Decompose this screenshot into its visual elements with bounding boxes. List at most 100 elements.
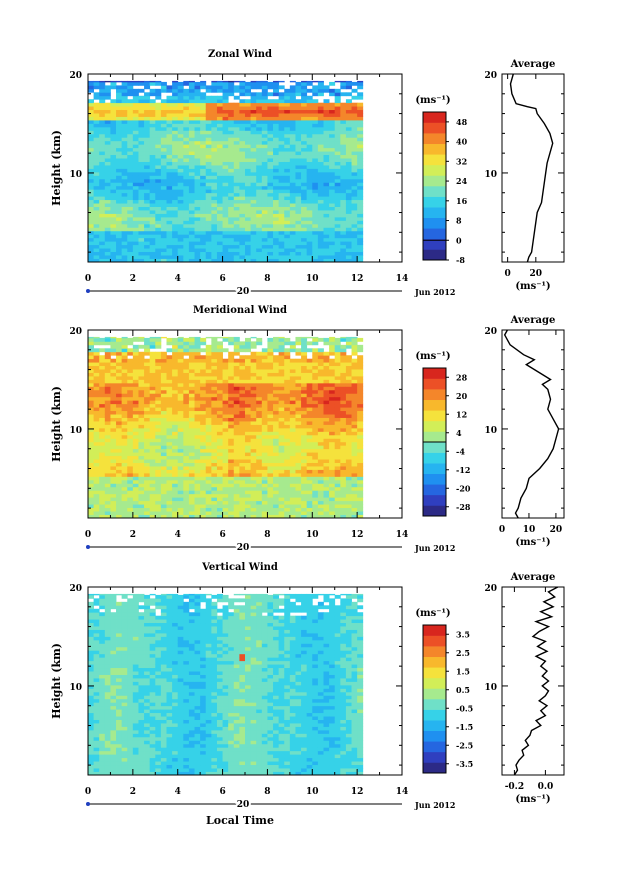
heatmap-cell (205, 372, 212, 377)
heatmap-cell (245, 410, 252, 415)
heatmap-cell (132, 237, 139, 242)
heatmap-cell (256, 365, 263, 370)
heatmap-cell (239, 462, 246, 467)
heatmap-cell (104, 486, 111, 491)
heatmap-cell (166, 102, 173, 107)
heatmap-cell (256, 410, 263, 415)
heatmap-cell (317, 244, 324, 249)
heatmap-cell (149, 123, 156, 128)
heatmap-cell (222, 448, 229, 453)
heatmap-cell (205, 472, 212, 477)
heatmap-cell (88, 448, 95, 453)
heatmap-cell (351, 126, 358, 131)
heatmap-cell (222, 427, 229, 432)
heatmap-cell (233, 199, 240, 204)
heatmap-cell (177, 396, 184, 401)
heatmap-cell (149, 403, 156, 408)
heatmap-cell (317, 427, 324, 432)
heatmap-cell (228, 358, 235, 363)
heatmap-cell (351, 248, 358, 253)
heatmap-cell (312, 185, 319, 190)
heatmap-cell (116, 400, 123, 405)
heatmap-cell (144, 109, 151, 114)
heatmap-cell (211, 379, 218, 384)
heatmap-cell (160, 251, 167, 256)
heatmap-cell (340, 400, 347, 405)
heatmap-cell (93, 336, 100, 339)
heatmap-cell (205, 438, 212, 443)
heatmap-cell (183, 497, 190, 502)
heatmap-cell (93, 410, 100, 415)
heatmap-cell (188, 196, 195, 201)
heatmap-cell (99, 497, 106, 502)
heatmap-cell (312, 452, 319, 457)
heatmap-cell (160, 490, 167, 495)
heatmap-cell (194, 497, 201, 502)
heatmap-cell (351, 95, 358, 100)
heatmap-cell (228, 400, 235, 405)
heatmap-cell (138, 372, 145, 377)
heatmap-cell (116, 158, 123, 162)
heatmap-cell (93, 251, 100, 256)
heatmap-cell (312, 147, 319, 152)
heatmap-cell (116, 199, 123, 204)
heatmap-cell (93, 414, 100, 418)
heatmap-cell (295, 362, 302, 367)
heatmap-cell (334, 351, 341, 356)
heatmap-cell (261, 165, 268, 169)
heatmap-cell (329, 130, 336, 135)
heatmap-cell (329, 504, 336, 509)
heatmap-cell (245, 341, 252, 346)
heatmap-cell (166, 168, 173, 173)
heatmap-cell (188, 341, 195, 346)
heatmap-cell (93, 438, 100, 443)
heatmap-cell (245, 504, 252, 509)
heatmap-cell (334, 189, 341, 194)
heatmap-cell (312, 137, 319, 142)
heatmap-cell (216, 168, 223, 173)
heatmap-cell (88, 244, 95, 249)
heatmap-cell (267, 175, 274, 180)
heatmap-cell (132, 223, 139, 228)
heatmap-cell (245, 241, 252, 246)
heatmap-cell (334, 376, 341, 380)
heatmap-cell (261, 223, 268, 228)
heatmap-cell (177, 137, 184, 142)
heatmap-cell (160, 434, 167, 439)
heatmap-cell (138, 445, 145, 450)
heatmap-cell (222, 120, 229, 124)
heatmap-cell (149, 341, 156, 346)
date-axis-start-marker (86, 289, 90, 293)
heatmap-cell (127, 369, 134, 373)
heatmap-cell (200, 400, 207, 405)
heatmap-cell (188, 441, 195, 446)
heatmap-cell (357, 109, 364, 114)
heatmap-cell (88, 500, 95, 505)
heatmap-cell (284, 369, 291, 373)
heatmap-cell (312, 178, 319, 183)
heatmap-cell (295, 462, 302, 467)
heatmap-cell (273, 178, 280, 183)
heatmap-cell (250, 230, 257, 235)
heatmap-cell (256, 351, 263, 356)
heatmap-cell (138, 116, 145, 121)
heatmap-cell (278, 151, 285, 156)
heatmap-cell (205, 140, 212, 145)
heatmap-cell (188, 88, 195, 93)
heatmap-cell (116, 223, 123, 228)
heatmap-cell (233, 403, 240, 408)
heatmap-cell (88, 130, 95, 135)
heatmap-cell (149, 362, 156, 367)
heatmap-cell (216, 185, 223, 190)
heatmap-cell (172, 459, 179, 463)
heatmap-cell (116, 476, 123, 481)
heatmap-cell (149, 258, 156, 263)
heatmap-cell (261, 168, 268, 173)
heatmap-cell (149, 507, 156, 512)
heatmap-cell (256, 123, 263, 128)
heatmap-cell (132, 372, 139, 377)
heatmap-cell (155, 182, 162, 187)
heatmap-cell (188, 472, 195, 477)
heatmap-cell (183, 445, 190, 450)
heatmap-cell (306, 417, 313, 422)
